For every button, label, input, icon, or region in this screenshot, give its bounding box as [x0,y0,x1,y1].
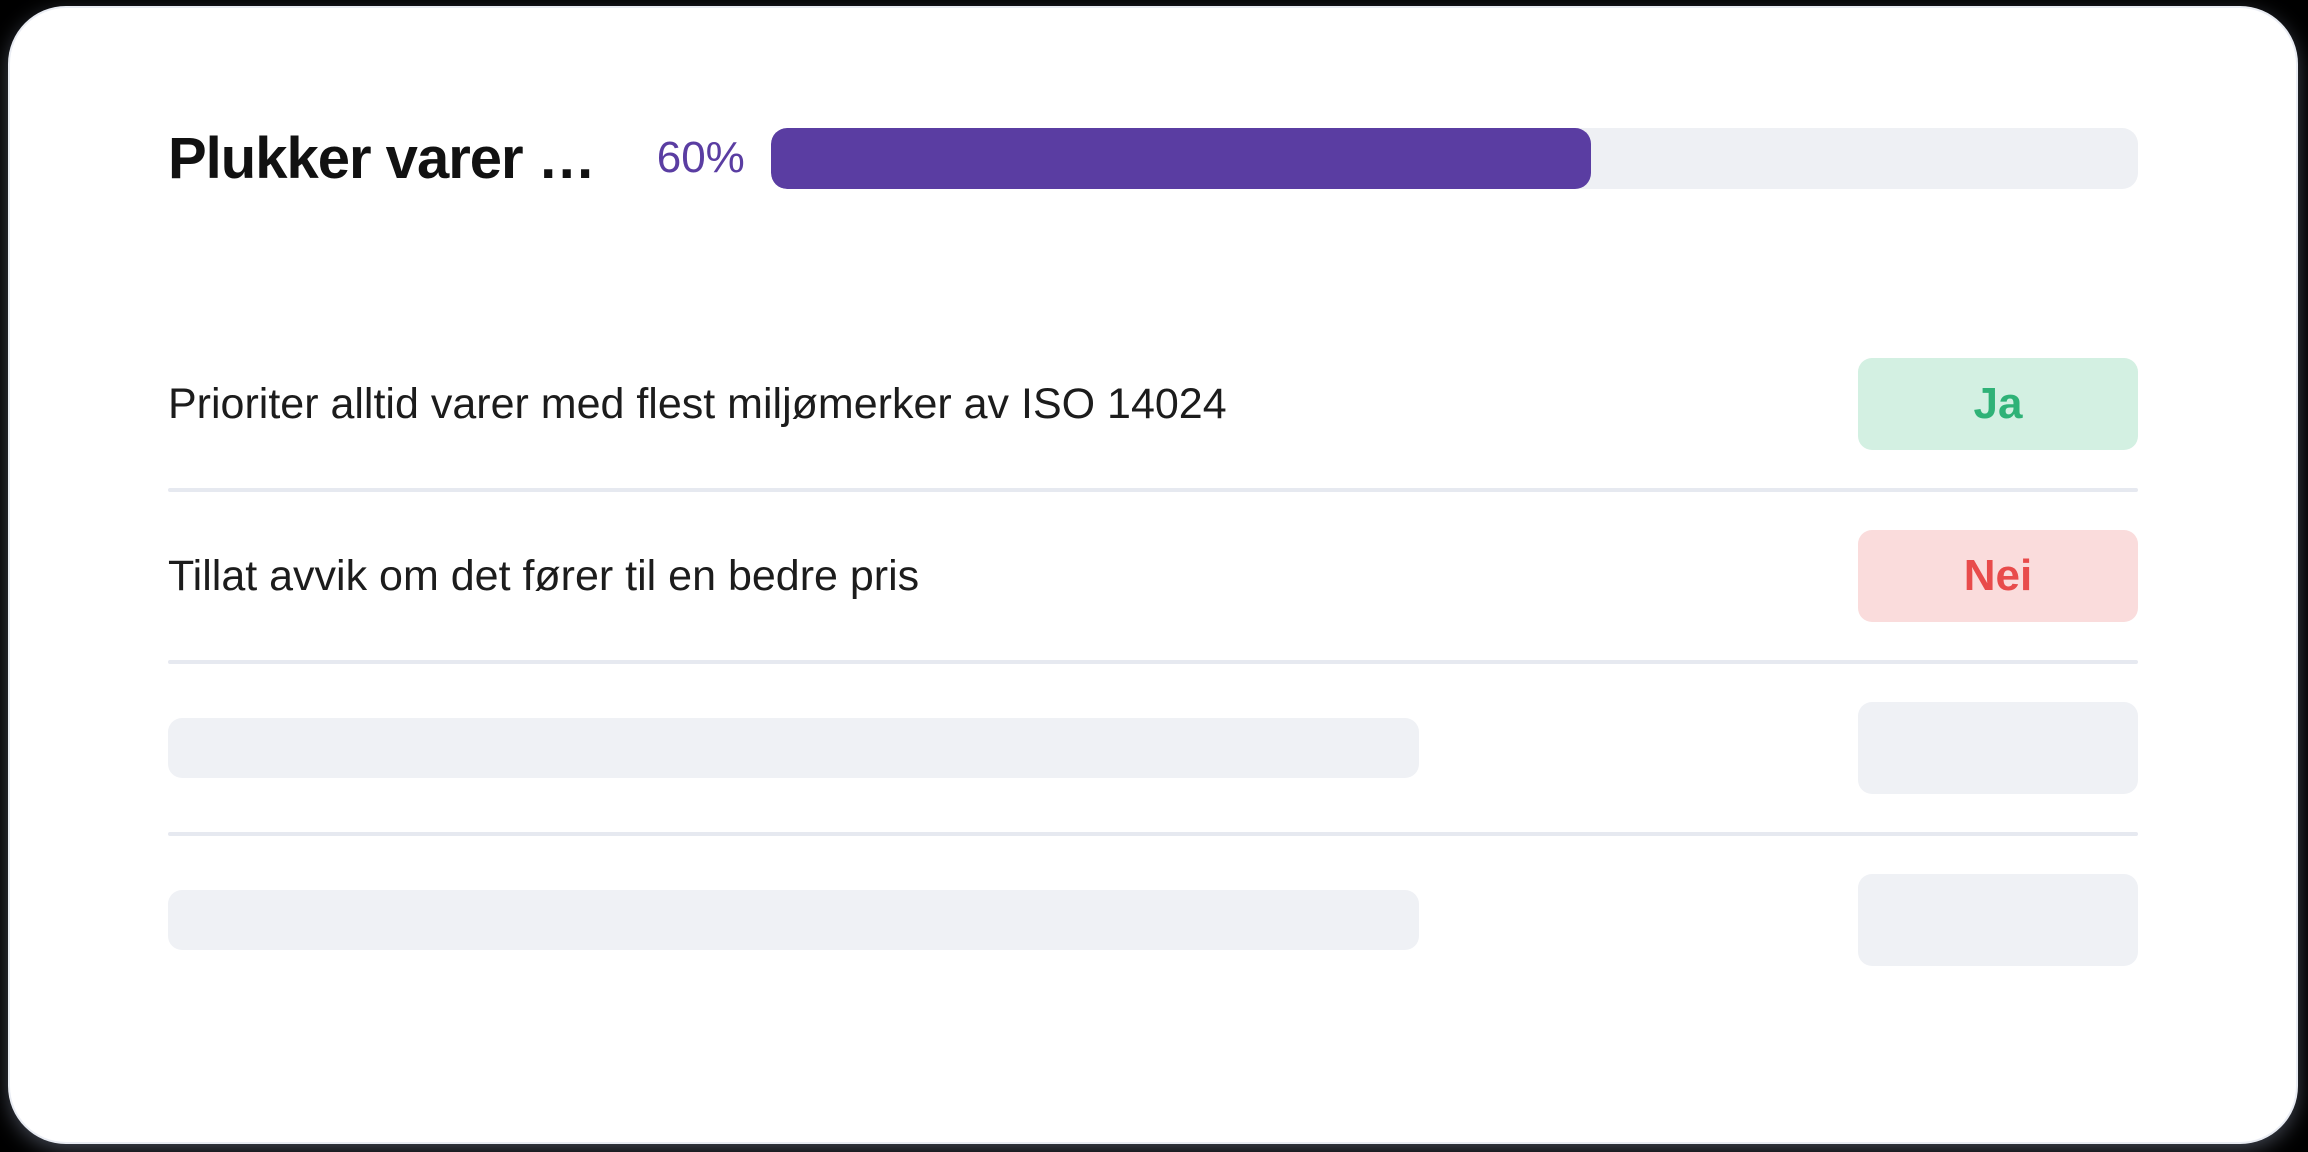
task-card: Plukker varer … 60% Prioriter alltid var… [10,8,2296,1142]
rule-row: Tillat avvik om det fører til en bedre p… [168,530,2138,622]
rule-row-skeleton [168,874,2138,966]
row-divider [168,660,2138,664]
rule-text: Tillat avvik om det fører til en bedre p… [168,551,920,600]
card-title: Plukker varer … [168,125,596,191]
progress-fill [770,127,1592,189]
skeleton-text-bar [168,718,1419,778]
progress-percent-label: 60% [656,133,745,182]
answer-badge-no[interactable]: Nei [1858,530,2138,622]
rule-row: Prioriter alltid varer med flest miljøme… [168,358,2138,450]
progress-bar [770,127,2138,189]
skeleton-answer-block [1858,702,2138,794]
rule-text: Prioriter alltid varer med flest miljøme… [168,379,1227,428]
answer-badge-yes[interactable]: Ja [1858,358,2138,450]
row-divider [168,832,2138,836]
rule-row-skeleton [168,702,2138,794]
rules-list: Prioriter alltid varer med flest miljøme… [168,358,2138,966]
skeleton-answer-block [1858,874,2138,966]
skeleton-text-bar [168,890,1419,950]
card-header: Plukker varer … 60% [168,125,2138,191]
row-divider [168,488,2138,492]
